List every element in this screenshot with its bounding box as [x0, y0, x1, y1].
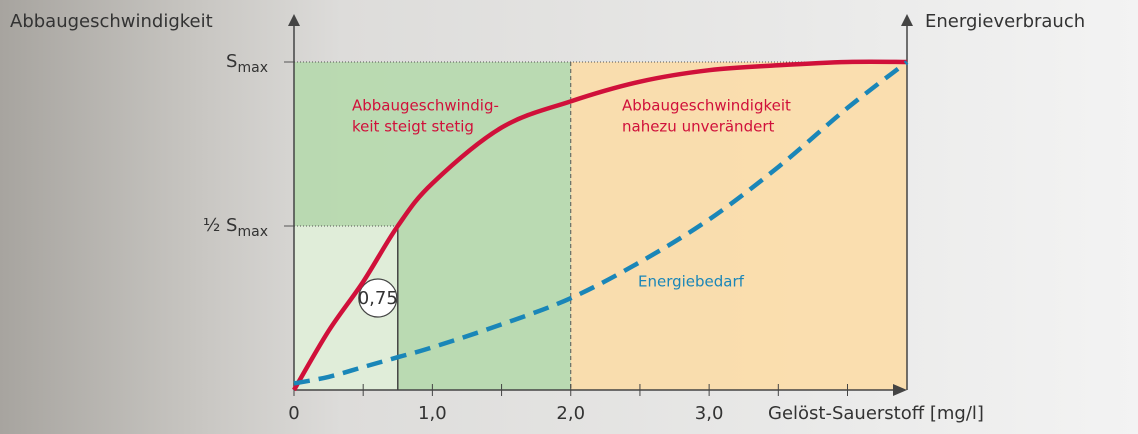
x-axis-title: Gelöst-Sauerstoff [mg/l] — [768, 403, 984, 424]
y2-axis-title: Energieverbrauch — [925, 11, 1085, 32]
y-arrow — [288, 14, 300, 26]
x-tick-label: 0 — [288, 403, 299, 424]
y-tick-label-sub: max — [237, 60, 268, 76]
y-tick-label-sub: max — [237, 224, 268, 240]
x-tick-label: 1,0 — [418, 403, 447, 424]
y-tick-label: Smax — [226, 51, 268, 76]
y-tick-label: ½ Smax — [203, 215, 268, 240]
annotation: nahezu unverändert — [622, 118, 774, 136]
x-tick-label: 2,0 — [556, 403, 585, 424]
marker-label: 0,75 — [358, 288, 398, 309]
x-tick-label: 3,0 — [695, 403, 724, 424]
y-tick-label-main: ½ S — [203, 215, 238, 236]
annotation: Abbaugeschwindig- — [352, 97, 499, 115]
chart: Abbaugeschwindigkeit Energieverbrauch Ge… — [0, 0, 1138, 434]
y2-arrow — [901, 14, 913, 26]
y-tick-label-main: S — [226, 51, 237, 72]
annotation: Abbaugeschwindigkeit — [622, 97, 791, 115]
annotation: keit steigt stetig — [352, 118, 474, 136]
y-axis-title: Abbaugeschwindigkeit — [10, 11, 213, 32]
series-label: Energiebedarf — [638, 273, 745, 291]
